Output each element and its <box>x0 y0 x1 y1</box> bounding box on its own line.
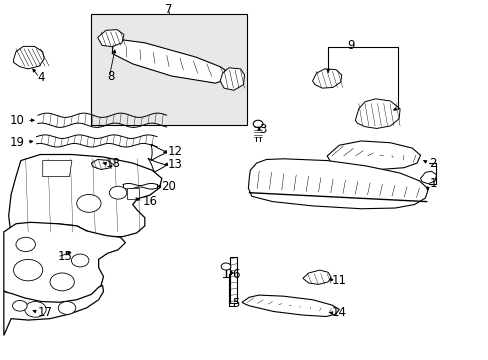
Polygon shape <box>4 222 125 303</box>
Text: 2: 2 <box>428 157 436 170</box>
Text: 13: 13 <box>167 158 182 171</box>
Polygon shape <box>326 141 420 170</box>
Bar <box>126 188 139 199</box>
Text: 8: 8 <box>107 70 115 83</box>
Text: 3: 3 <box>259 123 266 136</box>
Text: 4: 4 <box>38 71 45 84</box>
Bar <box>229 257 237 303</box>
Circle shape <box>16 237 35 252</box>
Polygon shape <box>248 159 427 209</box>
Text: 6: 6 <box>232 267 239 280</box>
Polygon shape <box>302 270 330 284</box>
Text: 7: 7 <box>165 3 173 16</box>
Polygon shape <box>9 154 162 237</box>
Bar <box>91 14 246 125</box>
Text: 17: 17 <box>38 306 53 319</box>
Polygon shape <box>112 39 229 83</box>
Text: 14: 14 <box>331 306 346 319</box>
Text: 12: 12 <box>167 145 183 158</box>
Circle shape <box>13 301 27 311</box>
Polygon shape <box>4 285 103 336</box>
Circle shape <box>71 254 89 267</box>
Polygon shape <box>220 68 244 90</box>
Polygon shape <box>98 30 123 47</box>
Polygon shape <box>14 46 44 69</box>
Circle shape <box>77 194 101 212</box>
Text: 19: 19 <box>10 135 25 149</box>
Circle shape <box>14 260 42 281</box>
Text: 9: 9 <box>347 39 354 52</box>
Text: 1: 1 <box>428 177 436 190</box>
Text: 18: 18 <box>106 157 121 170</box>
Polygon shape <box>312 69 341 88</box>
Text: 15: 15 <box>57 251 72 264</box>
Text: 10: 10 <box>10 114 25 127</box>
Polygon shape <box>242 295 339 316</box>
Polygon shape <box>42 161 72 177</box>
Circle shape <box>58 302 76 314</box>
Polygon shape <box>91 159 112 170</box>
Text: 20: 20 <box>161 180 175 193</box>
Polygon shape <box>355 99 399 129</box>
Text: 16: 16 <box>142 195 157 208</box>
Circle shape <box>253 120 263 127</box>
Text: 11: 11 <box>331 274 346 287</box>
Circle shape <box>221 263 230 270</box>
Circle shape <box>25 302 46 317</box>
Circle shape <box>109 186 126 199</box>
Circle shape <box>50 273 74 291</box>
Text: 5: 5 <box>232 297 239 310</box>
Polygon shape <box>420 171 436 184</box>
